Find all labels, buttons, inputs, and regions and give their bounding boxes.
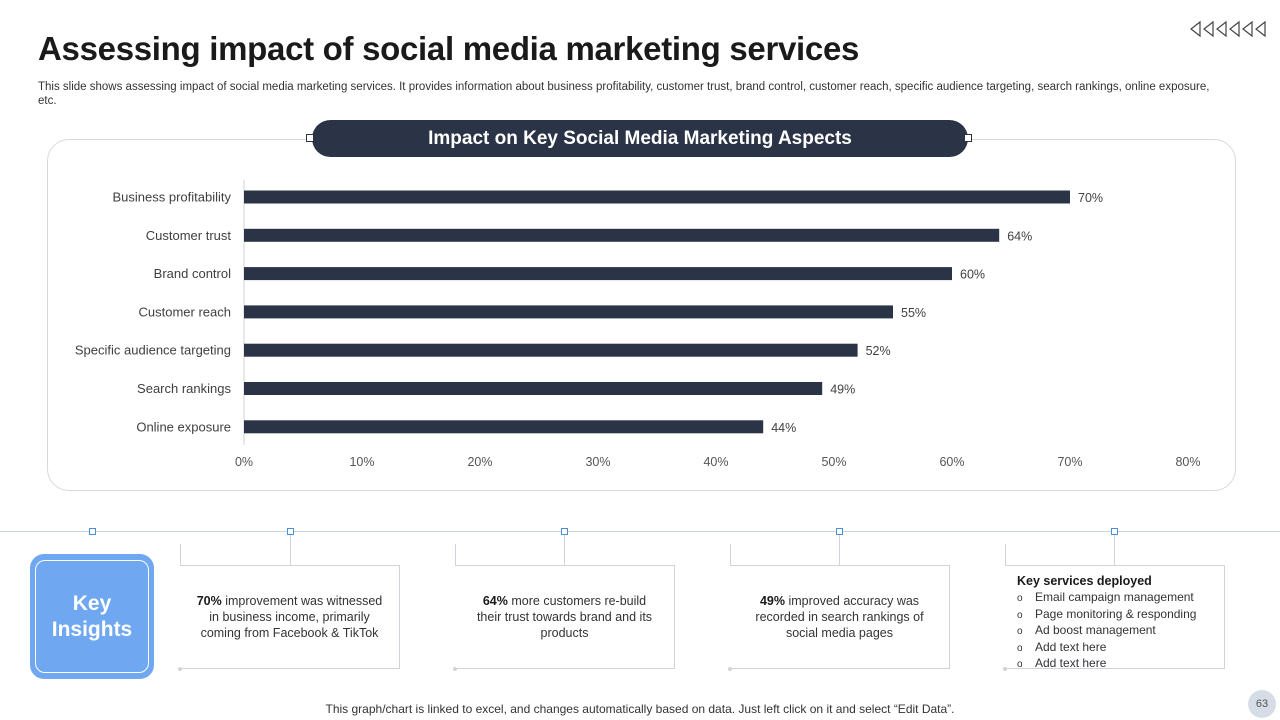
connector-node — [287, 528, 294, 535]
banner-handle-right — [964, 134, 972, 142]
card-bracket — [455, 565, 675, 566]
data-label: 49% — [830, 383, 855, 397]
card-dot — [1003, 667, 1007, 671]
slide-subtitle: This slide shows assessing impact of soc… — [38, 81, 1210, 107]
data-label: 64% — [1007, 229, 1032, 243]
bar — [244, 267, 952, 281]
bar-chart[interactable]: Business profitability 70% Customer trust 6… — [0, 0, 1280, 500]
list-item: o Add text here — [1017, 656, 1196, 673]
card-connector — [290, 535, 291, 565]
list-item: o Email campaign management — [1017, 590, 1196, 607]
list-item: o Add text here — [1017, 640, 1196, 657]
x-tick-label: 0% — [235, 455, 253, 469]
footer-note: This graph/chart is linked to excel, and… — [325, 702, 955, 716]
card-connector — [564, 535, 565, 565]
card-bracket — [1005, 565, 1225, 566]
data-label: 52% — [866, 344, 891, 358]
x-tick-label: 80% — [1175, 455, 1200, 469]
list-item: o Page monitoring & responding — [1017, 607, 1196, 624]
category-label: Search rankings — [137, 381, 231, 396]
bullet-icon: o — [1017, 609, 1023, 621]
bar — [244, 305, 893, 319]
bullet-icon: o — [1017, 626, 1023, 637]
bullet-icon: o — [1017, 642, 1023, 654]
card-bracket — [730, 565, 950, 566]
insight-card-2: 64% more customers re-build their trust … — [455, 565, 675, 669]
category-label: Business profitability — [113, 190, 232, 205]
bullet-icon: o — [1017, 659, 1023, 670]
category-label: Specific audience targeting — [75, 343, 231, 358]
x-tick-label: 50% — [821, 455, 846, 469]
x-tick-label: 10% — [349, 455, 374, 469]
x-tick-label: 70% — [1057, 455, 1082, 469]
category-label: Customer trust — [146, 228, 232, 243]
services-list: o Email campaign management o Page monitor… — [1017, 590, 1196, 673]
card-dot — [178, 667, 182, 671]
x-tick-label: 30% — [585, 455, 610, 469]
card-bracket — [1005, 544, 1006, 566]
bar — [244, 382, 823, 395]
services-card: Key services deployed o Email campaign ma… — [1005, 565, 1225, 670]
section-divider — [0, 531, 1280, 532]
slide-title: Assessing impact of social media marketi… — [38, 30, 860, 67]
rewind-arrows-icon — [1190, 20, 1266, 38]
insight-card-1: 70% improvement was witnessed in busines… — [180, 565, 400, 669]
category-label: Online exposure — [136, 419, 231, 434]
category-label: Customer reach — [139, 304, 231, 319]
card-dot — [728, 667, 732, 671]
card-bracket — [455, 544, 456, 566]
card-connector — [839, 535, 840, 565]
chart-title-banner: Impact on Key Social Media Marketing Asp… — [312, 120, 968, 157]
card-connector — [1114, 535, 1115, 565]
bar — [244, 190, 1070, 204]
connector-node — [89, 528, 96, 535]
insight-card-3: 49% improved accuracy was recorded in se… — [730, 565, 950, 669]
card-bracket — [180, 544, 181, 566]
x-tick-label: 40% — [703, 455, 728, 469]
bullet-icon: o — [1017, 593, 1023, 604]
x-tick-label: 20% — [467, 455, 492, 469]
data-label: 44% — [771, 421, 796, 435]
bar — [244, 343, 858, 357]
card-bracket — [180, 565, 400, 566]
card-dot — [453, 667, 457, 671]
data-label: 70% — [1078, 191, 1103, 205]
services-title: Key services deployed — [1017, 574, 1152, 588]
x-tick-label: 60% — [939, 455, 964, 469]
category-label: Brand control — [154, 266, 231, 281]
data-label: 60% — [960, 268, 985, 282]
banner-handle-left — [306, 134, 314, 142]
key-insights-label: Key Insights — [35, 560, 149, 673]
data-label: 55% — [901, 306, 926, 320]
connector-node — [561, 528, 568, 535]
key-insights-box — [30, 554, 154, 679]
connector-node — [1111, 528, 1118, 535]
card-bracket — [730, 544, 731, 566]
list-item: o Ad boost management — [1017, 623, 1196, 640]
bar — [244, 228, 1000, 242]
connector-node — [836, 528, 843, 535]
page-number: 63 — [1248, 690, 1276, 718]
bar — [244, 420, 764, 434]
